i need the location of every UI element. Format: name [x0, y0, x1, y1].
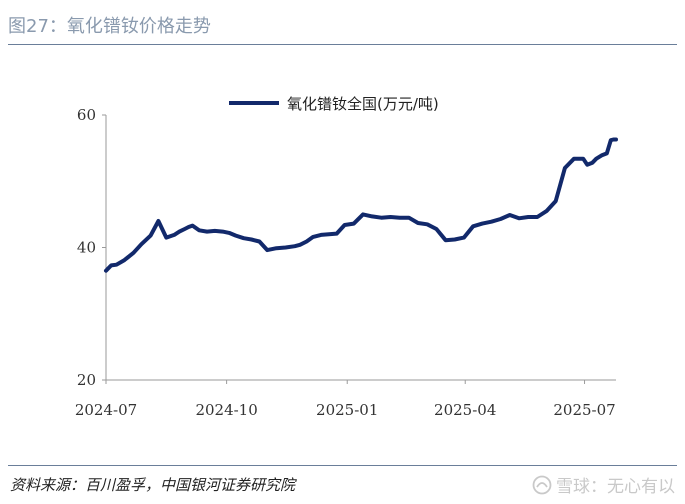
- legend-label: 氧化镨钕全国(万元/吨): [287, 95, 439, 113]
- watermark-text: 雪球：无心有以: [556, 477, 675, 497]
- header-rule: [8, 44, 677, 45]
- chart-title: 图27：氧化镨钕价格走势: [8, 16, 211, 37]
- x-tick-label: 2025-07: [553, 401, 615, 419]
- series-line-price: [104, 137, 618, 273]
- y-tick-label: 60: [77, 106, 96, 124]
- y-tick-label: 20: [77, 371, 96, 389]
- x-tick-label: 2025-04: [434, 401, 496, 419]
- x-tick-label: 2024-07: [75, 401, 137, 419]
- source-note: 资料来源：百川盈孚，中国银河证券研究院: [10, 476, 296, 494]
- x-tick-label: 2025-01: [316, 401, 378, 419]
- watermark: 雪球：无心有以: [532, 472, 675, 497]
- footer-rule: [8, 465, 677, 466]
- y-tick-label: 40: [77, 239, 96, 257]
- chart-legend: 氧化镨钕全国(万元/吨): [229, 95, 439, 113]
- snowball-icon: [532, 475, 552, 494]
- x-tick-label: 2024-10: [195, 401, 257, 419]
- chart-axes: 20 40 60 2024-07 2024-10 2025-01 2025-04 2025-0…: [75, 106, 616, 419]
- chart-series: [104, 137, 618, 273]
